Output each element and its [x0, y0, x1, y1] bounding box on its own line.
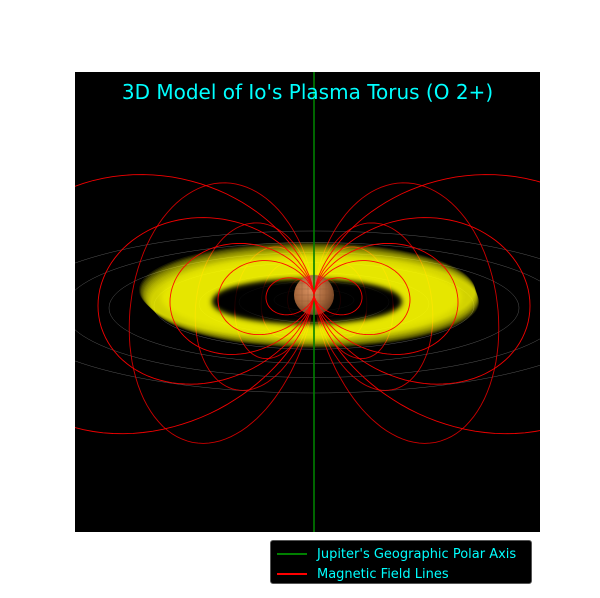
- plasma-torus: [139, 242, 479, 348]
- magnetic-field-line: [313, 217, 531, 385]
- torus-3d-plot: [75, 72, 540, 532]
- torus-body: [139, 242, 479, 348]
- legend-label-polar-axis: Jupiter's Geographic Polar Axis: [317, 546, 517, 562]
- legend-swatch-polar-axis: [277, 553, 307, 555]
- plot-area: 3D Model of Io's Plasma Torus (O 2+): [75, 72, 540, 532]
- magnetic-field-line: [75, 174, 315, 435]
- magnetic-field-line: [313, 242, 459, 355]
- magnetic-field-line: [128, 182, 315, 444]
- magnetic-field-line: [313, 182, 500, 444]
- field-lines-front: [75, 174, 540, 435]
- polar-axis-line: [313, 72, 315, 532]
- magnetic-field-line: [313, 174, 540, 435]
- legend-swatch-field-lines: [277, 573, 307, 575]
- legend-label-field-lines: Magnetic Field Lines: [317, 566, 449, 582]
- legend: Jupiter's Geographic Polar Axis Magnetic…: [270, 540, 532, 584]
- magnetic-field-line: [313, 260, 411, 336]
- legend-entry-polar-axis: Jupiter's Geographic Polar Axis: [275, 544, 531, 564]
- magnetic-field-line: [265, 277, 315, 316]
- magnetic-field-line: [97, 217, 315, 385]
- magnetic-field-line: [217, 260, 315, 336]
- magnetic-field-line: [313, 277, 363, 316]
- legend-entry-field-lines: Magnetic Field Lines: [275, 564, 531, 584]
- magnetic-field-line: [169, 242, 315, 355]
